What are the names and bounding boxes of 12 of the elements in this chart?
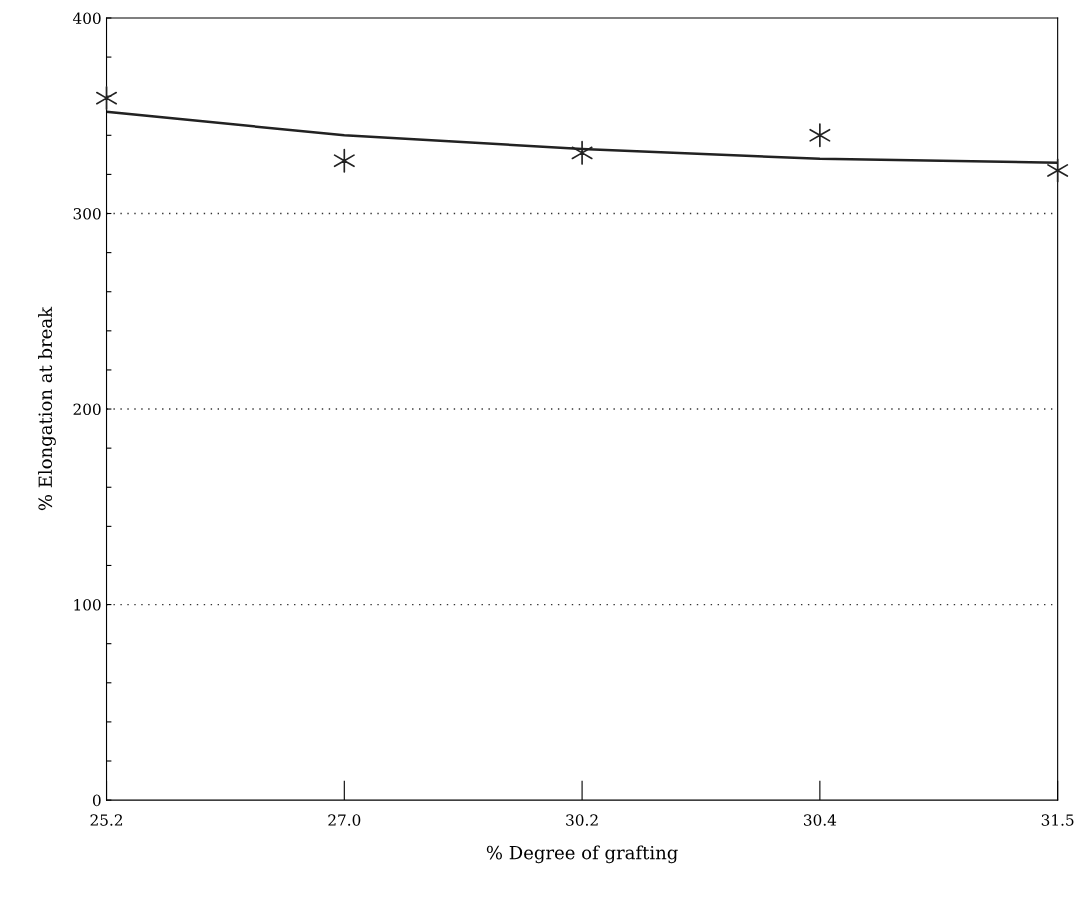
x-tick-label: 30.2 (566, 814, 598, 826)
x-axis-title: % Degree of grafting (486, 845, 678, 864)
y-axis-title: % Elongation at break (38, 306, 56, 511)
x-tick-label: 25.2 (90, 814, 123, 826)
y-tick-label: 200 (73, 403, 101, 416)
y-tick-label: 100 (74, 599, 101, 611)
x-tick-label: 30.4 (804, 814, 837, 826)
x-tick-label: 31.5 (1041, 814, 1074, 826)
x-tick-label: 27.0 (328, 814, 361, 826)
y-tick-label: 400 (72, 12, 101, 24)
y-tick-label: 300 (73, 207, 101, 220)
y-tick-label: 0 (92, 794, 101, 807)
